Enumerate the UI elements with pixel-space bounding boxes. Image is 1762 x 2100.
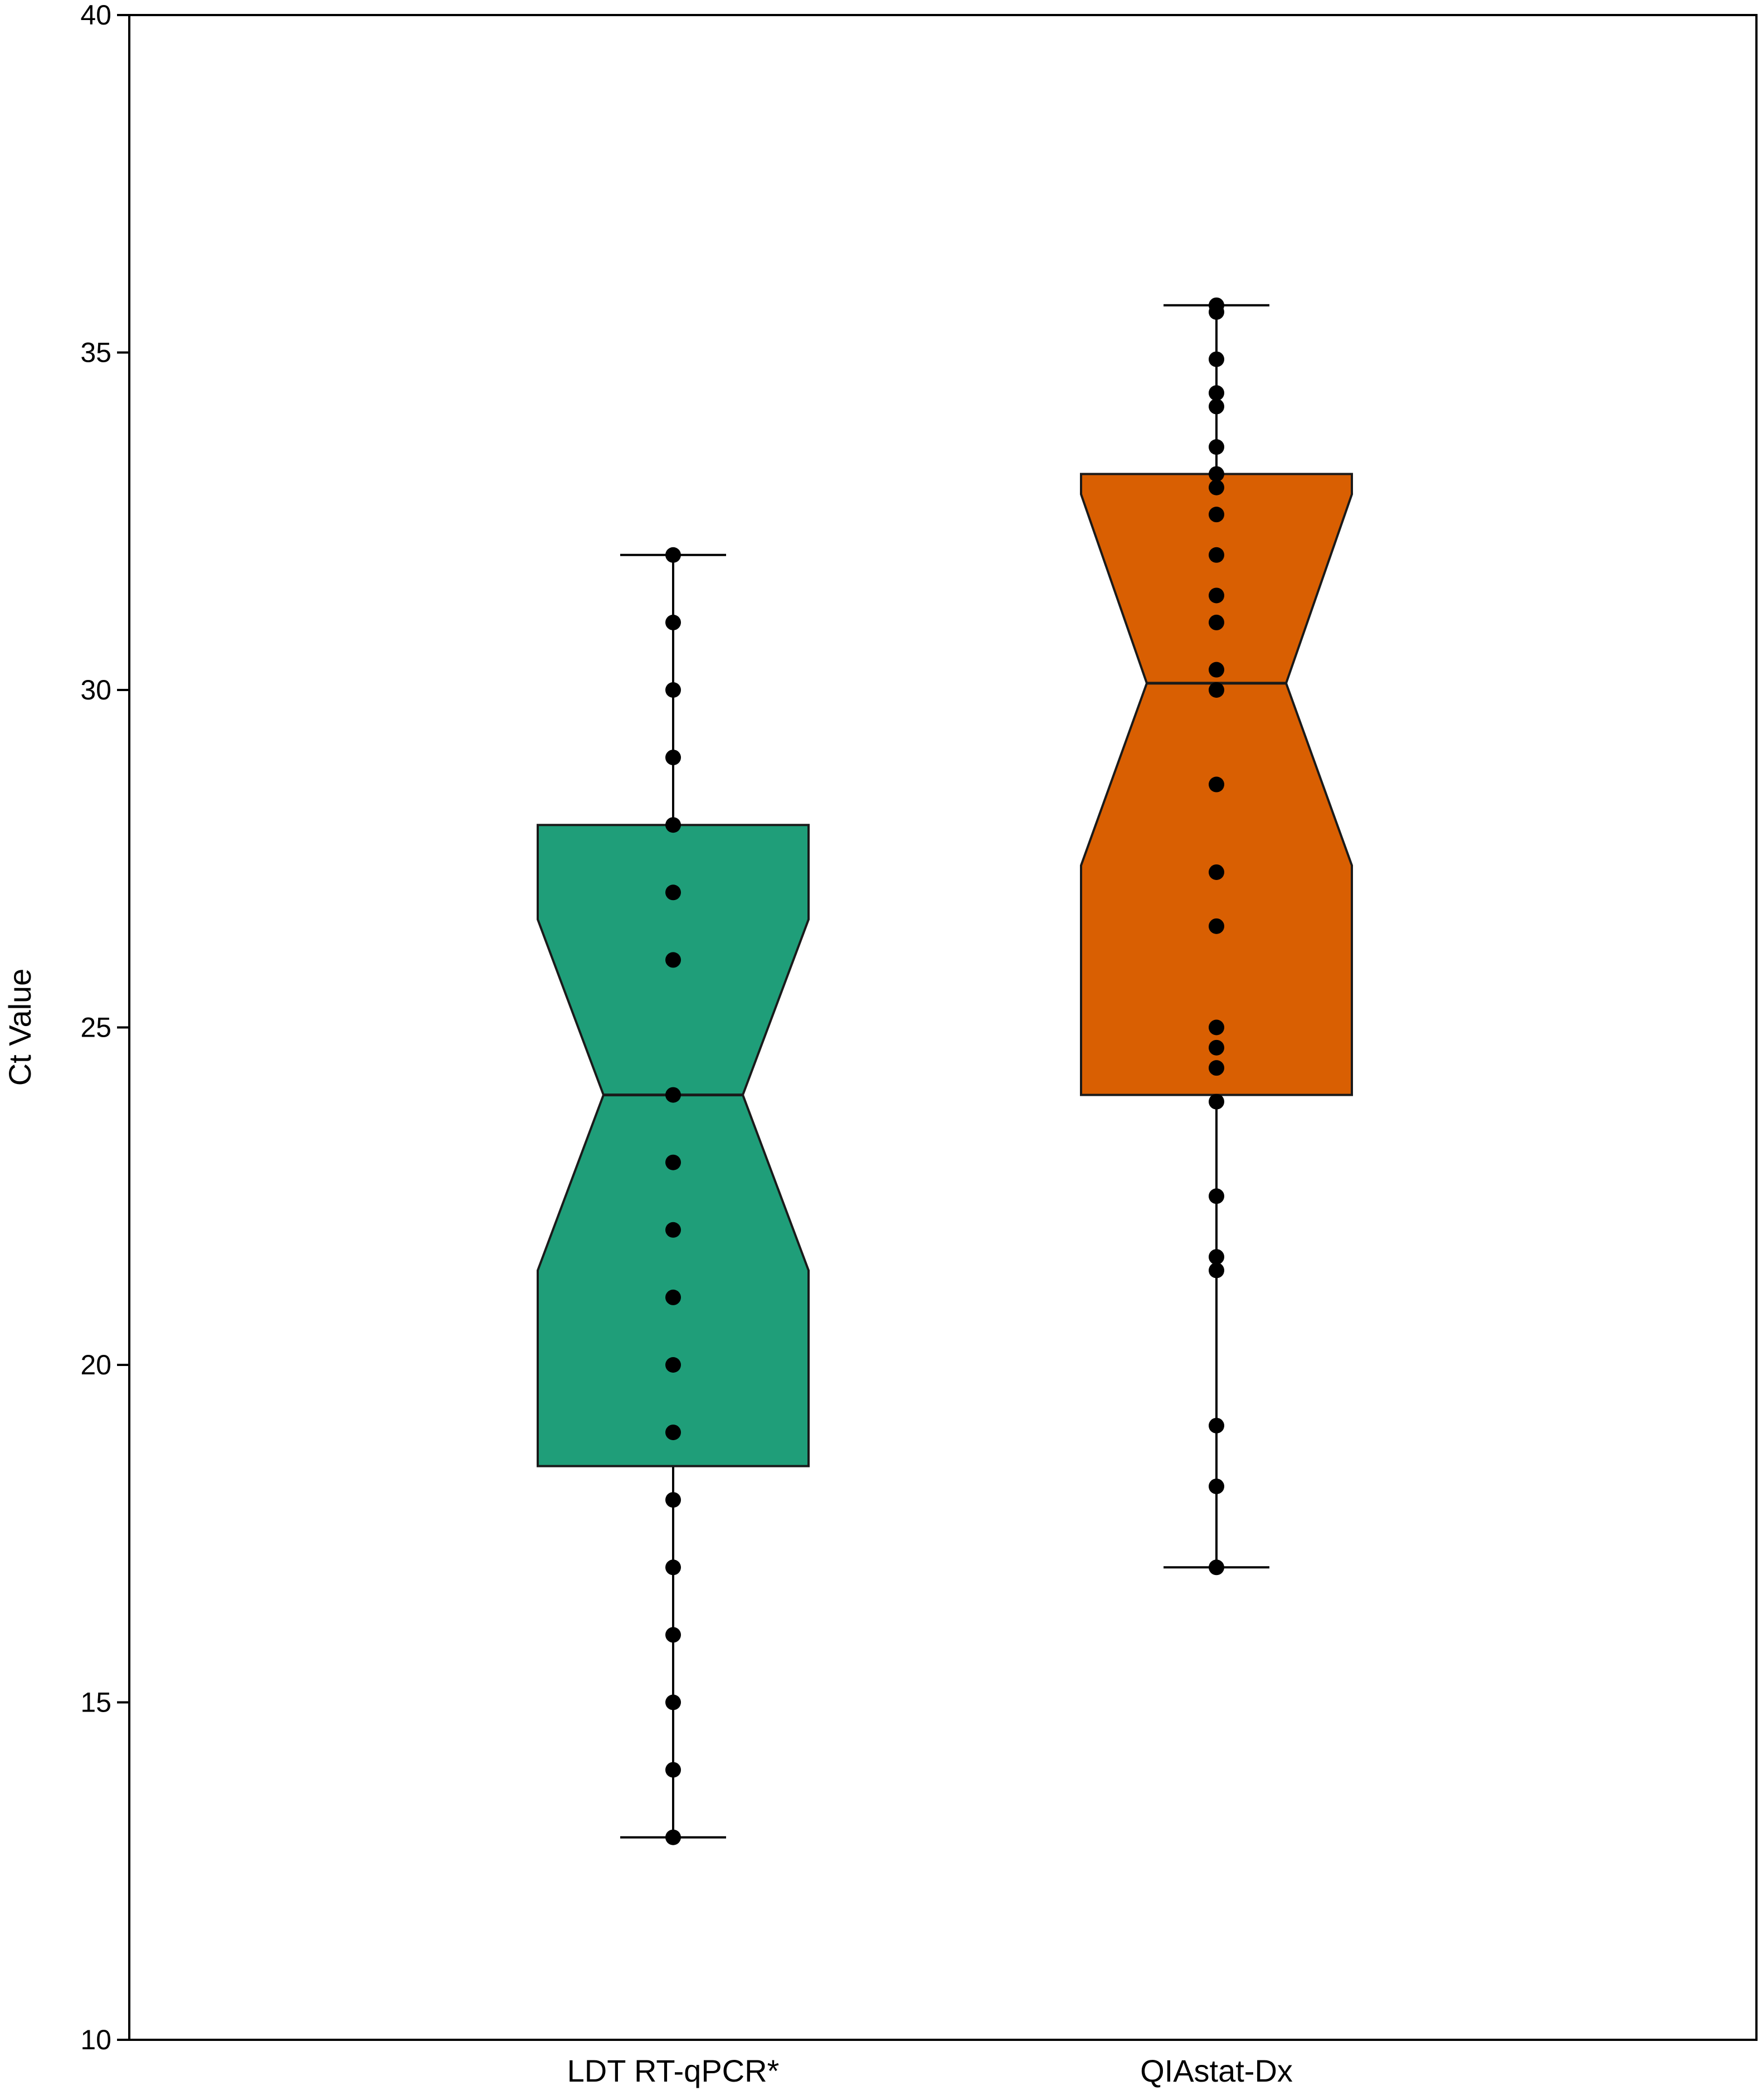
data-point	[1209, 918, 1224, 934]
data-point	[1209, 776, 1224, 793]
data-point	[665, 750, 681, 766]
data-point	[1209, 1060, 1224, 1076]
x-category-label: LDT RT-qPCR*	[567, 2053, 780, 2088]
data-point	[665, 817, 681, 833]
data-point	[665, 1357, 681, 1373]
data-point	[1209, 1039, 1224, 1056]
plot-frame	[128, 14, 1758, 2041]
box-group	[537, 547, 810, 1845]
data-point	[1209, 1262, 1224, 1279]
data-point	[665, 1694, 681, 1710]
x-axis-labels: LDT RT-qPCR* QIAstat-Dx	[567, 2053, 1293, 2088]
data-point	[1209, 662, 1224, 678]
y-tick-label: 15	[80, 1687, 111, 1718]
boxes-layer	[537, 297, 1353, 1845]
notched-box	[537, 824, 810, 1467]
data-point	[665, 884, 681, 901]
data-point	[1209, 587, 1224, 604]
data-point	[665, 1425, 681, 1441]
data-point	[665, 1829, 681, 1845]
data-point	[1209, 1478, 1224, 1494]
data-point	[1209, 1093, 1224, 1110]
data-point	[1209, 385, 1224, 401]
data-point	[665, 1222, 681, 1238]
y-tick-label: 40	[80, 0, 111, 31]
data-point	[665, 1559, 681, 1576]
data-point	[1209, 398, 1224, 415]
x-category-label: QIAstat-Dx	[1140, 2053, 1293, 2088]
data-point	[665, 1087, 681, 1103]
data-point	[665, 1289, 681, 1305]
data-point	[1209, 351, 1224, 367]
data-point	[1209, 466, 1224, 482]
data-point	[1209, 1559, 1224, 1576]
data-point	[665, 614, 681, 630]
data-point	[665, 952, 681, 968]
y-axis-title: Ct Value	[2, 969, 37, 1086]
y-tick-label: 25	[80, 1012, 111, 1043]
y-tick-label: 35	[80, 337, 111, 368]
data-point	[1209, 682, 1224, 698]
data-point	[1209, 1019, 1224, 1036]
data-point	[1209, 479, 1224, 495]
data-point	[1209, 547, 1224, 563]
data-point	[1209, 439, 1224, 455]
y-tick-label: 20	[80, 1349, 111, 1380]
data-point	[1209, 1249, 1224, 1265]
data-point	[665, 682, 681, 698]
data-point	[665, 1627, 681, 1643]
data-point	[1209, 614, 1224, 630]
y-axis: 10 15 20 25 30 35 40	[80, 0, 129, 2055]
data-point	[1209, 297, 1224, 313]
box-group	[1080, 297, 1353, 1576]
data-point	[665, 547, 681, 563]
data-point	[665, 1762, 681, 1778]
data-point	[665, 1154, 681, 1170]
y-tick-label: 30	[80, 674, 111, 706]
data-point	[1209, 507, 1224, 523]
data-point	[665, 1492, 681, 1508]
y-tick-label: 10	[80, 2024, 111, 2055]
data-point	[1209, 1417, 1224, 1433]
data-point	[1209, 864, 1224, 880]
data-point	[1209, 1188, 1224, 1204]
